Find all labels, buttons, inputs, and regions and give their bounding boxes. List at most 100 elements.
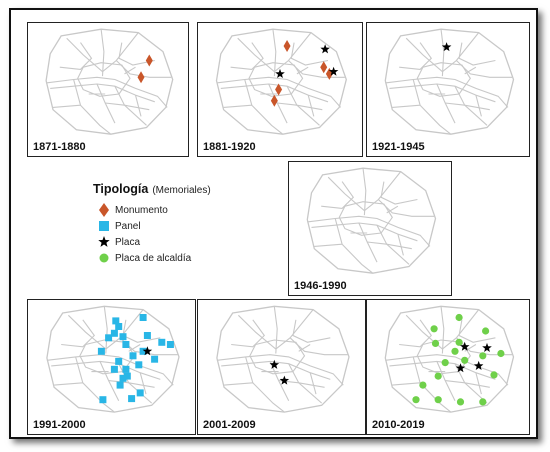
panel-label: 1991-2000 bbox=[33, 419, 86, 431]
panel-marker bbox=[143, 332, 151, 339]
map-panel-2010-2019: 2010-2019 bbox=[366, 299, 530, 435]
street-line bbox=[77, 62, 131, 97]
placa-alcaldia-marker bbox=[455, 313, 463, 322]
panel-marker bbox=[119, 333, 127, 341]
placa-alcaldia-marker bbox=[431, 339, 440, 347]
legend-subtitle: (Memoriales) bbox=[152, 185, 211, 196]
paris-map bbox=[46, 305, 180, 413]
street-line bbox=[68, 309, 144, 350]
city-boundary bbox=[216, 305, 350, 413]
legend-heading: Tipología (Memoriales) bbox=[93, 182, 283, 196]
street-line bbox=[445, 102, 490, 111]
monumento-marker bbox=[320, 61, 328, 74]
city-boundary bbox=[45, 28, 174, 135]
street-line bbox=[231, 319, 266, 348]
placa-marker bbox=[482, 342, 492, 352]
placa-alcaldia-marker bbox=[412, 396, 420, 404]
street-line bbox=[397, 233, 404, 256]
panel-marker bbox=[97, 347, 105, 355]
paris-map bbox=[384, 28, 515, 135]
placa-alcaldia-marker bbox=[490, 371, 498, 379]
street-line bbox=[458, 42, 496, 66]
placa-marker bbox=[473, 360, 484, 370]
street-line bbox=[134, 94, 142, 117]
panel-label: 1921-1945 bbox=[372, 141, 425, 153]
panel-marker bbox=[123, 372, 131, 380]
street-line bbox=[412, 356, 452, 413]
street-line bbox=[216, 354, 344, 386]
street-line bbox=[108, 380, 155, 388]
placa-alcaldia-marker bbox=[456, 398, 465, 406]
street-line bbox=[273, 306, 278, 354]
placa-alcaldia-marker bbox=[455, 338, 463, 346]
placa-alcaldia-marker bbox=[482, 327, 490, 335]
street-line bbox=[46, 354, 174, 386]
panel-marker bbox=[139, 314, 147, 321]
street-line bbox=[314, 243, 343, 247]
street-line bbox=[66, 32, 139, 73]
placa-marker bbox=[275, 68, 285, 78]
legend-label: Placa de alcaldía bbox=[115, 252, 192, 264]
street-line bbox=[440, 306, 445, 354]
placa-alcaldia-marker bbox=[479, 398, 487, 406]
placa-marker bbox=[142, 346, 153, 356]
street-line bbox=[385, 354, 509, 386]
street-line bbox=[272, 29, 277, 77]
placa-alcaldia-marker bbox=[497, 349, 505, 358]
monumento-marker bbox=[270, 94, 278, 107]
street-line bbox=[249, 339, 306, 375]
street-line bbox=[59, 42, 93, 70]
street-line bbox=[362, 168, 367, 216]
street-line bbox=[405, 309, 480, 350]
street-line bbox=[445, 380, 490, 388]
street-line bbox=[238, 309, 314, 350]
panel-marker bbox=[139, 347, 147, 355]
street-line bbox=[321, 181, 355, 209]
panel-marker bbox=[105, 334, 113, 342]
panel-marker bbox=[128, 395, 136, 403]
placa-alcaldia-marker bbox=[451, 347, 459, 355]
map-panel-1991-2000: 1991-2000 bbox=[27, 299, 196, 435]
street-line bbox=[224, 382, 253, 386]
panel-label: 2001-2009 bbox=[203, 419, 256, 431]
street-line bbox=[389, 83, 496, 103]
panel-label: 1881-1920 bbox=[203, 141, 256, 153]
city-boundary bbox=[384, 28, 515, 135]
street-line bbox=[416, 339, 471, 375]
panel-marker bbox=[166, 341, 174, 348]
panel-marker bbox=[119, 374, 127, 382]
panel-marker bbox=[129, 352, 137, 360]
legend-item-monumento: Monumento bbox=[93, 203, 168, 217]
street-line bbox=[73, 79, 112, 135]
street-line bbox=[399, 319, 433, 348]
panel-marker bbox=[122, 341, 130, 348]
street-line bbox=[440, 29, 445, 77]
star-icon bbox=[93, 236, 115, 248]
panel-label: 2010-2019 bbox=[372, 419, 425, 431]
street-line bbox=[248, 62, 304, 97]
placa-alcaldia-marker bbox=[434, 372, 442, 380]
legend-title: Tipología bbox=[93, 182, 149, 196]
monumento-marker bbox=[275, 83, 283, 96]
placa-marker bbox=[441, 42, 452, 52]
paris-map bbox=[216, 305, 350, 413]
square-icon bbox=[93, 221, 115, 231]
placa-alcaldia-marker bbox=[461, 356, 469, 364]
street-line bbox=[223, 104, 252, 108]
street-line bbox=[475, 94, 482, 117]
legend-label: Panel bbox=[115, 220, 141, 232]
city-boundary bbox=[306, 167, 437, 274]
diamond-icon bbox=[93, 203, 115, 217]
panel-marker bbox=[122, 365, 130, 373]
legend-label: Placa bbox=[115, 236, 141, 248]
panel-marker bbox=[116, 381, 124, 389]
panel-marker bbox=[135, 361, 143, 369]
panel-marker bbox=[112, 317, 120, 325]
paris-map bbox=[45, 28, 174, 135]
placa-marker bbox=[460, 341, 470, 351]
panel-label: 1946-1990 bbox=[294, 280, 347, 292]
street-line bbox=[103, 306, 108, 354]
legend: Tipología (Memoriales) Monumento Panel Pl… bbox=[93, 182, 283, 282]
street-line bbox=[237, 32, 312, 73]
street-line bbox=[51, 360, 161, 380]
